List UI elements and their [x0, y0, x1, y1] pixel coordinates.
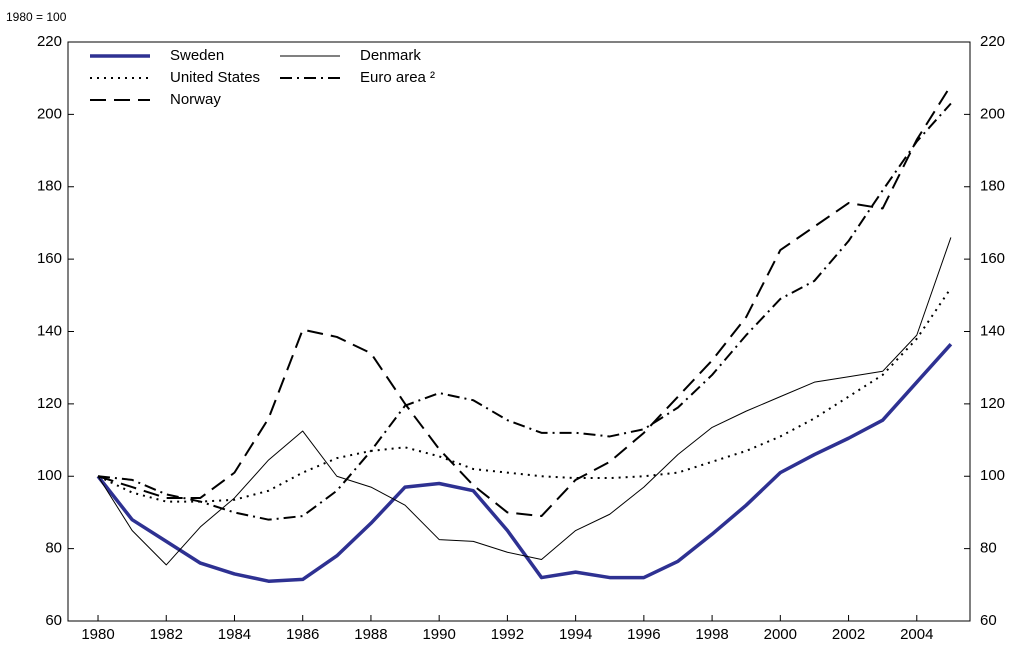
plot-frame	[67, 41, 971, 622]
y-tick-label: 140	[37, 322, 62, 339]
unit-note: 1980 = 100	[6, 10, 67, 24]
series-line	[97, 287, 952, 503]
x-tick-label: 1986	[286, 626, 319, 643]
legend-label: United States	[170, 69, 260, 86]
y2-tick-label: 220	[980, 33, 1005, 50]
legend-label: Euro area ²	[360, 69, 435, 86]
y-tick-label: 120	[37, 395, 62, 412]
y-tick-label: 220	[37, 33, 62, 50]
y-tick-label: 160	[37, 250, 62, 267]
y2-tick-label: 140	[980, 322, 1005, 339]
y2-tick-label: 160	[980, 250, 1005, 267]
series-line	[97, 84, 952, 518]
x-tick-label: 1984	[218, 626, 251, 643]
legend-label: Norway	[170, 91, 221, 108]
y-tick-label: 180	[37, 178, 62, 195]
y2-tick-label: 80	[980, 540, 997, 557]
y-tick-label: 100	[37, 467, 62, 484]
y2-tick-label: 120	[980, 395, 1005, 412]
series-line	[97, 102, 952, 521]
x-tick-label: 1988	[354, 626, 387, 643]
y2-tick-label: 200	[980, 105, 1005, 122]
legend-label: Sweden	[170, 47, 224, 64]
y2-tick-label: 100	[980, 467, 1005, 484]
x-tick-label: 1992	[491, 626, 524, 643]
y-tick-label: 200	[37, 105, 62, 122]
x-tick-label: 1990	[422, 626, 455, 643]
y-tick-label: 60	[45, 612, 62, 629]
x-tick-label: 2002	[832, 626, 865, 643]
series-line	[97, 237, 952, 566]
x-tick-label: 1994	[559, 626, 592, 643]
y2-tick-label: 60	[980, 612, 997, 629]
x-tick-label: 1982	[150, 626, 183, 643]
y2-tick-label: 180	[980, 178, 1005, 195]
x-tick-label: 2004	[900, 626, 933, 643]
x-tick-label: 1980	[81, 626, 114, 643]
x-tick-label: 2000	[764, 626, 797, 643]
x-tick-label: 1998	[695, 626, 728, 643]
series-line	[96, 342, 953, 583]
y-tick-label: 80	[45, 540, 62, 557]
legend-label: Denmark	[360, 47, 421, 64]
x-tick-label: 1996	[627, 626, 660, 643]
